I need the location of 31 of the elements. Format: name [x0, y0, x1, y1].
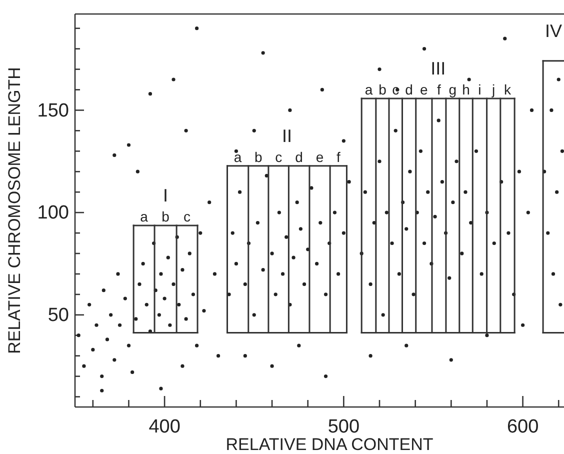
annotation: i	[478, 82, 482, 98]
annotation: a	[140, 208, 148, 224]
annotation: e	[420, 82, 428, 98]
annotation: a	[234, 148, 242, 165]
annotation: d	[405, 82, 413, 98]
y-tick-label: 50	[48, 304, 69, 326]
annotation: III	[430, 58, 446, 79]
annotation: j	[491, 82, 496, 98]
annotation: b	[162, 208, 170, 224]
annotation: a	[364, 82, 373, 98]
annotation: c	[275, 148, 282, 165]
annotation: f	[437, 82, 442, 98]
y-tick-label: 100	[37, 202, 69, 224]
y-axis-title: RELATIVE CHROMOSOME LENGTH	[5, 67, 24, 354]
annotation: e	[316, 148, 324, 165]
annotation: IV	[545, 20, 562, 41]
x-tick-label: 600	[506, 416, 539, 438]
x-tick-label: 400	[148, 416, 180, 438]
x-axis-title: RELATIVE DNA CONTENT	[226, 435, 434, 454]
annotation: b	[254, 148, 263, 165]
y-tick-label: 150	[37, 100, 69, 122]
annotation: I	[163, 185, 168, 206]
annotation: b	[378, 82, 387, 98]
annotation: k	[504, 82, 512, 98]
x-tick-label: 500	[328, 416, 360, 438]
annotation: f	[336, 148, 340, 165]
annotation: d	[295, 148, 303, 165]
annotation: g	[448, 82, 457, 98]
annotation: h	[462, 82, 470, 98]
annotation: c	[184, 208, 191, 224]
annotation: II	[282, 126, 292, 146]
